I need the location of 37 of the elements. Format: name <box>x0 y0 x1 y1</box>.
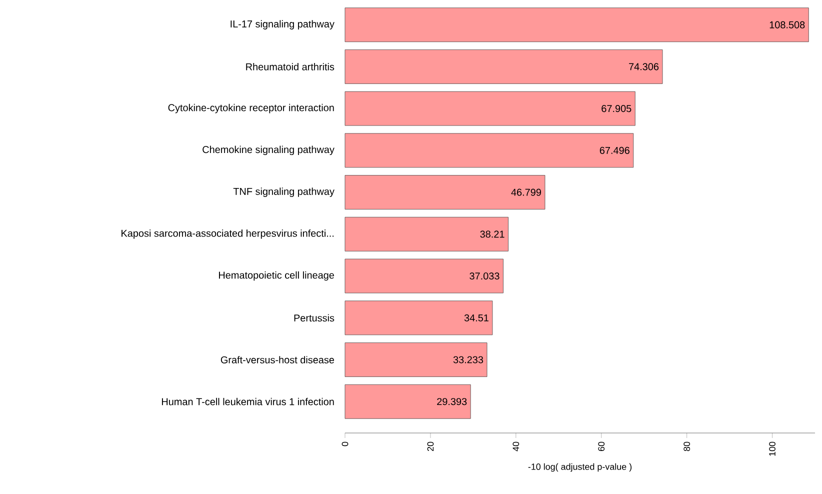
y-tick-label: Pertussis <box>294 314 334 322</box>
bar <box>344 49 663 84</box>
bar <box>344 258 504 294</box>
data-label: 37.033 <box>470 272 500 280</box>
data-label: 67.496 <box>600 146 630 154</box>
y-tick-label: Graft-versus-host disease <box>220 356 334 364</box>
bar <box>344 8 809 42</box>
bar <box>344 91 636 126</box>
y-tick-label: IL-17 signaling pathway <box>230 20 334 30</box>
x-tick-label: 100 <box>769 442 776 456</box>
y-tick-label: Chemokine signaling pathway <box>202 146 334 156</box>
x-tick-label: 0 <box>342 442 348 446</box>
y-tick-label: TNF signaling pathway <box>233 188 334 197</box>
bar <box>344 300 493 336</box>
y-tick-label: Hematopoietic cell lineage <box>219 271 334 281</box>
x-tick-label: 40 <box>512 442 520 452</box>
y-tick-label: Rheumatoid arthritis <box>246 63 334 70</box>
data-label: 29.393 <box>437 398 467 406</box>
data-label: 33.233 <box>453 356 484 364</box>
x-tick-label: 60 <box>598 442 605 452</box>
bar <box>344 133 634 168</box>
bar <box>344 216 508 252</box>
x-axis-title: -10 log( adjusted p-value ) <box>528 463 632 472</box>
y-tick-label: Cytokine-cytokine receptor interaction <box>168 104 334 114</box>
bar <box>344 175 546 210</box>
data-label: 46.799 <box>511 188 541 196</box>
data-label: 38.21 <box>480 230 504 238</box>
x-tick-label: 20 <box>427 442 434 452</box>
bar <box>344 342 488 377</box>
data-label: 34.51 <box>464 314 488 322</box>
y-tick-label: Kaposi sarcoma-associated herpesvirus infecti... <box>122 230 334 239</box>
x-tick-label: 80 <box>684 442 690 452</box>
data-label: 108.508 <box>770 21 805 28</box>
data-label: 74.306 <box>629 63 659 70</box>
y-tick-label: Human T-cell leukemia virus 1 infection <box>162 398 334 406</box>
bar <box>344 384 471 419</box>
data-label: 67.905 <box>602 105 632 112</box>
